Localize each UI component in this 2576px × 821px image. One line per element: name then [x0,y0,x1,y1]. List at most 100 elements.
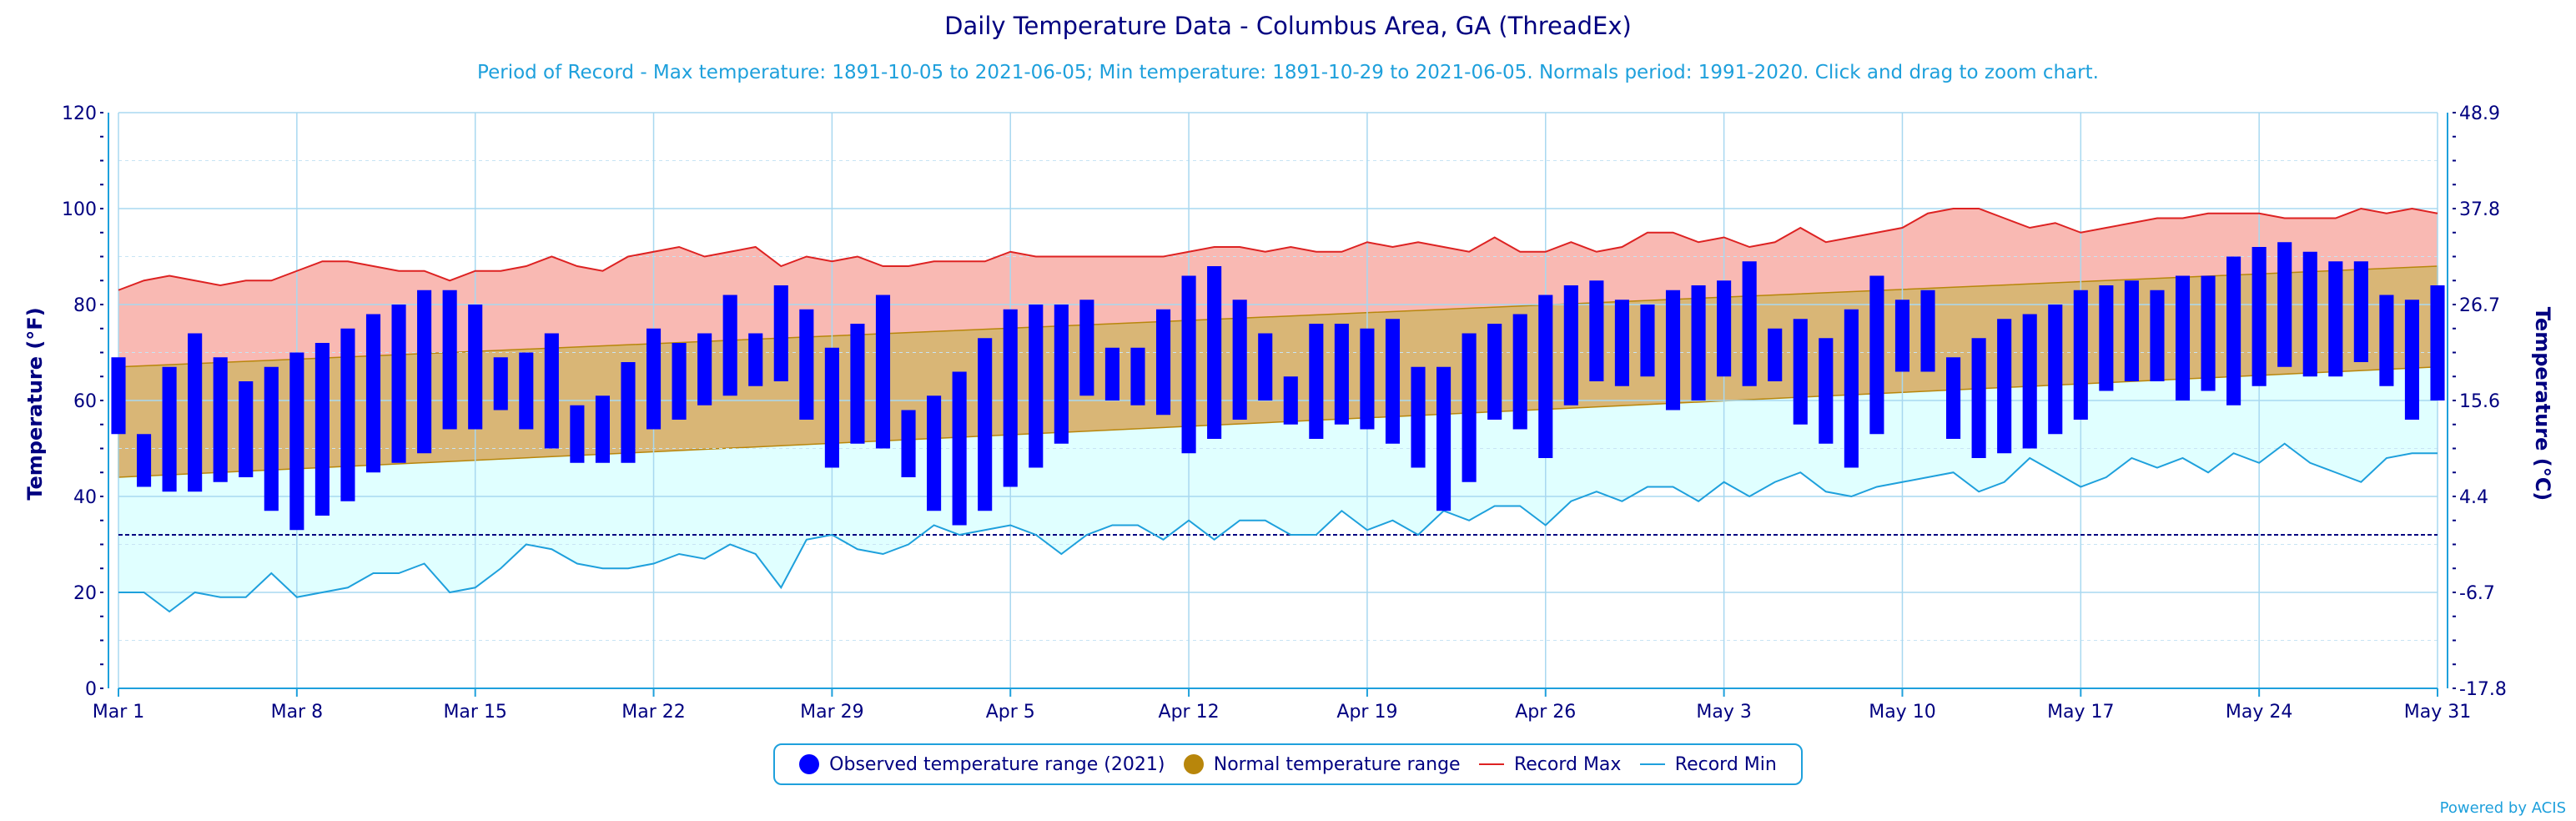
observed-bar[interactable] [1487,324,1502,420]
observed-bar[interactable] [188,333,203,492]
legend-item-record-min[interactable]: Record Min [1639,754,1777,775]
observed-bar[interactable] [365,314,381,473]
observed-bar[interactable] [748,333,763,386]
observed-bar[interactable] [1691,285,1706,400]
observed-bar[interactable] [1665,290,1681,410]
observed-bar[interactable] [2302,251,2317,377]
observed-bar[interactable] [1512,314,1527,430]
observed-bar[interactable] [2353,261,2368,362]
observed-bar[interactable] [1309,324,1324,439]
observed-bar[interactable] [2048,305,2063,435]
observed-bar[interactable] [901,410,916,478]
observed-bar[interactable] [1232,300,1247,420]
observed-bar[interactable] [2379,295,2394,386]
observed-bar[interactable] [1742,261,1757,386]
observed-bar[interactable] [697,333,712,405]
observed-bar[interactable] [646,328,662,430]
observed-bar[interactable] [111,357,126,435]
observed-bar[interactable] [544,333,559,449]
record-min-line [118,442,2438,613]
chart-plot[interactable]: 0 20 40 60 80 100 120 -17.8 -6.7 4.4 15.6 26.7 37.8 4… [0,0,2576,734]
observed-bar[interactable] [1920,290,1935,372]
observed-bar[interactable] [2277,242,2292,367]
observed-bar[interactable] [1130,347,1145,405]
observed-bar[interactable] [2328,261,2343,377]
observed-bar[interactable] [2022,314,2037,449]
observed-bar[interactable] [2201,275,2216,391]
observed-bar[interactable] [493,357,508,410]
observed-bar[interactable] [1614,300,1629,386]
observed-bar[interactable] [1003,309,1018,487]
observed-bar[interactable] [2430,285,2445,400]
observed-bar[interactable] [1258,333,1273,401]
observed-bar[interactable] [1640,305,1655,377]
observed-bar[interactable] [2073,290,2088,420]
observed-bar[interactable] [2226,256,2241,405]
observed-bar[interactable] [1411,366,1426,468]
observed-bar[interactable] [799,309,814,420]
observed-bar[interactable] [136,434,152,487]
observed-bar[interactable] [1971,338,1986,458]
observed-bar[interactable] [289,352,304,531]
observed-bar[interactable] [1946,357,1961,439]
observed-bar[interactable] [162,366,177,492]
observed-bar[interactable] [570,405,585,463]
observed-bar[interactable] [1894,300,1910,372]
observed-bar[interactable] [1819,338,1834,444]
observed-bar[interactable] [1207,266,1222,439]
observed-bar[interactable] [2150,290,2165,381]
observed-bar[interactable] [722,295,737,396]
observed-bar[interactable] [824,347,839,468]
observed-bar[interactable] [1155,309,1171,416]
observed-bar[interactable] [1181,275,1196,454]
observed-bar[interactable] [1538,295,1553,459]
observed-bar[interactable] [952,371,967,526]
observed-bar[interactable] [340,328,355,501]
observed-bar[interactable] [1436,366,1452,511]
observed-bar[interactable] [213,357,228,482]
observed-bar[interactable] [1360,328,1375,430]
observed-bar[interactable] [2099,285,2114,391]
observed-bar[interactable] [1104,347,1119,400]
legend-item-normal[interactable]: Normal temperature range [1183,754,1461,775]
observed-bar[interactable] [978,338,993,511]
observed-bar[interactable] [875,295,891,449]
observed-bar[interactable] [519,352,534,430]
observed-bar[interactable] [2251,247,2267,386]
observed-bar[interactable] [239,381,254,477]
observed-bar[interactable] [595,395,610,463]
y-tick-label: 120 [62,103,97,124]
legend-item-record-max[interactable]: Record Max [1478,754,1621,775]
observed-bar[interactable] [442,290,457,430]
observed-bar[interactable] [621,362,636,463]
observed-bar[interactable] [1054,305,1069,444]
observed-bar[interactable] [1589,280,1604,381]
observed-bar[interactable] [1029,305,1044,468]
observed-bar[interactable] [672,343,687,420]
observed-bar[interactable] [1563,285,1578,405]
observed-bar[interactable] [1283,376,1298,425]
observed-bar[interactable] [264,366,279,511]
credit-link[interactable]: Powered by ACIS [2439,799,2566,817]
observed-bar[interactable] [1997,319,2012,454]
observed-bar[interactable] [2124,280,2139,381]
observed-bar[interactable] [1869,275,1884,435]
observed-bar[interactable] [468,305,483,430]
legend-item-observed[interactable]: Observed temperature range (2021) [799,754,1165,775]
observed-bar[interactable] [2404,300,2420,420]
observed-bar[interactable] [2175,275,2191,401]
observed-bar[interactable] [1768,328,1783,381]
observed-bar[interactable] [1717,280,1732,377]
observed-bar[interactable] [773,285,788,381]
observed-bar[interactable] [1334,324,1349,425]
observed-bar[interactable] [927,395,942,511]
observed-bar[interactable] [1462,333,1477,482]
observed-bar[interactable] [1385,319,1401,444]
observed-bar[interactable] [391,305,406,463]
observed-bar[interactable] [314,343,330,516]
observed-bar[interactable] [1793,319,1808,425]
observed-bar[interactable] [1844,309,1859,468]
observed-bar[interactable] [417,290,432,454]
observed-bar[interactable] [850,324,865,444]
observed-bar[interactable] [1079,300,1094,396]
